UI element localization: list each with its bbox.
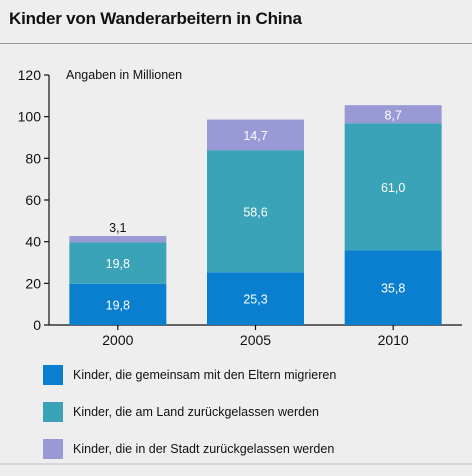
legend-label-urban-left-behind: Kinder, die in der Stadt zurückgelassen … xyxy=(73,442,335,456)
data-label-migrating-2010: 35,8 xyxy=(381,282,405,296)
legend-swatch-urban-left-behind xyxy=(43,439,63,459)
bar-segment-migrating-2000 xyxy=(69,283,167,325)
legend-label-rural-left-behind: Kinder, die am Land zurückgelassen werde… xyxy=(73,405,319,419)
data-label-urban-left-behind-2010: 8,7 xyxy=(384,108,401,122)
data-label-migrating-2000: 19,8 xyxy=(106,298,130,312)
y-tick-label: 120 xyxy=(18,67,42,83)
y-tick-label: 0 xyxy=(33,317,41,333)
legend-swatch-rural-left-behind xyxy=(43,402,63,422)
bar-segment-urban-left-behind-2005 xyxy=(207,119,304,151)
unit-note: Angaben in Millionen xyxy=(66,68,182,82)
bar-segment-migrating-2005 xyxy=(207,272,304,325)
bar-segment-rural-left-behind-2000 xyxy=(69,242,167,284)
x-tick-label: 2000 xyxy=(102,332,133,348)
x-tick-label: 2010 xyxy=(378,332,409,348)
y-tick-label: 20 xyxy=(25,275,41,291)
x-tick-label: 2005 xyxy=(240,332,271,348)
data-label-urban-left-behind-2005: 14,7 xyxy=(243,129,267,143)
bar-segment-rural-left-behind-2005 xyxy=(207,150,304,273)
data-label-rural-left-behind-2005: 58,6 xyxy=(243,205,267,219)
legend-item-urban-left-behind: Kinder, die in der Stadt zurückgelassen … xyxy=(43,439,336,459)
bar-segment-urban-left-behind-2010 xyxy=(344,105,442,124)
bottom-divider xyxy=(0,463,472,465)
data-label-migrating-2005: 25,3 xyxy=(243,293,267,307)
stacked-bar-chart: 0 20 40 60 80 100 120 Angaben in Millionen 19,8 1… xyxy=(18,67,462,348)
bar-segment-rural-left-behind-2010 xyxy=(344,123,442,251)
bar-segment-migrating-2010 xyxy=(344,250,442,325)
y-tick-label: 60 xyxy=(25,192,41,208)
legend-label-migrating: Kinder, die gemeinsam mit den Eltern mig… xyxy=(73,368,337,382)
data-label-urban-left-behind-2000: 3,1 xyxy=(109,221,126,235)
legend-item-rural-left-behind: Kinder, die am Land zurückgelassen werde… xyxy=(43,402,336,422)
chart-legend: Kinder, die gemeinsam mit den Eltern mig… xyxy=(43,365,336,476)
data-label-rural-left-behind-2010: 61,0 xyxy=(381,181,405,195)
chart-title: Kinder von Wanderarbeitern in China xyxy=(9,9,302,28)
bar-segment-urban-left-behind-2000 xyxy=(69,236,167,243)
legend-swatch-migrating xyxy=(43,365,63,385)
data-label-rural-left-behind-2000: 19,8 xyxy=(106,257,130,271)
y-tick-label: 80 xyxy=(25,150,41,166)
title-divider xyxy=(0,43,472,44)
y-tick-label: 40 xyxy=(25,234,41,250)
y-tick-label: 100 xyxy=(18,109,42,125)
legend-item-migrating: Kinder, die gemeinsam mit den Eltern mig… xyxy=(43,365,336,385)
